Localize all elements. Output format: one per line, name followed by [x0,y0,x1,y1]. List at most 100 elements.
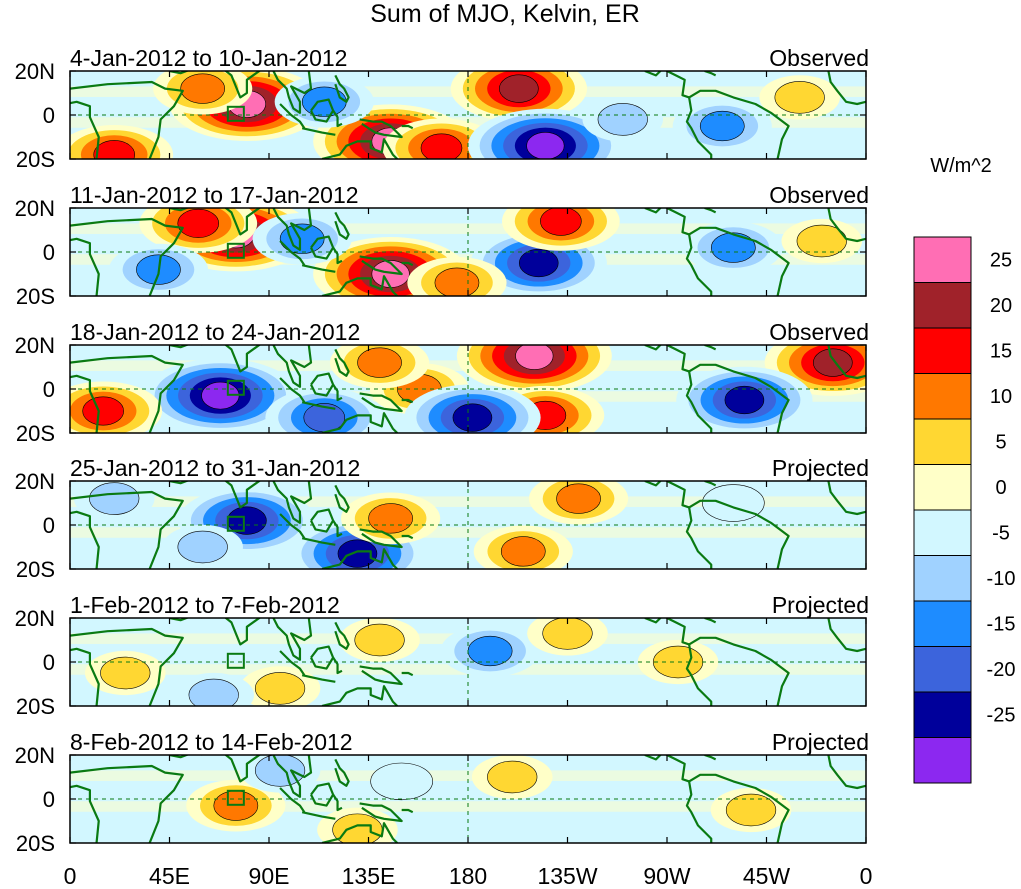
coastline [827,755,866,790]
coastline [70,217,184,296]
panel-status: Projected [772,729,869,755]
coastline [70,784,100,843]
coastline [334,211,350,240]
coastline [224,208,313,251]
y-tick-label: 20N [15,469,55,494]
coastline [827,345,866,380]
contour-positive-level-3 [500,536,546,567]
region-box [226,515,245,532]
x-tick-label: 135E [342,863,396,889]
coastline [169,755,203,759]
region-box [226,789,245,806]
y-tick-label: 20S [16,421,55,446]
coastline [301,811,336,820]
colorbar-swatch [913,691,972,738]
coastline [401,808,414,814]
contour-negative-level-3 [467,635,513,667]
contour-positive-level-4 [93,140,136,159]
panel-status: Observed [769,182,869,208]
colorbar-swatch [913,555,972,602]
coastline [332,246,343,265]
coastline [70,764,184,843]
coastline [301,264,336,273]
y-tick-label: 20N [15,743,55,768]
coastline [334,484,350,513]
coastline [301,401,336,410]
coastline [70,490,184,569]
x-tick-label: 90W [643,863,691,889]
colorbar-tick-label: 25 [990,250,1012,272]
background-band [70,223,866,234]
panel-status: Observed [769,45,869,71]
contour-negative-level-5 [518,248,559,278]
colorbar-tick-label: 0 [995,477,1006,499]
x-tick-label: 180 [449,863,487,889]
coastline [827,481,866,516]
coastline [332,793,343,812]
coastline [401,124,414,130]
y-tick-label: 0 [43,513,55,538]
panel-5: 1-Feb-2012 to 7-Feb-2012 Projected 20N 0 20S [15,592,869,719]
x-axis: 0 45E 90E 135E 180 135W 90W 45W 0 [64,863,873,889]
contour-positive-level-2 [725,793,777,827]
coastline [644,755,690,783]
x-tick-label: 135W [537,863,597,889]
coastline [224,345,313,388]
contour-negative-level-1 [702,484,765,522]
colorbar-tick-label: -15 [987,614,1016,636]
coastline [70,374,100,433]
region-box [226,242,245,259]
y-tick-label: 0 [43,787,55,812]
region-box [226,379,245,396]
coastline [827,71,866,106]
coastline [685,781,713,843]
panel-date-range: 1-Feb-2012 to 7-Feb-2012 [70,592,340,618]
colorbar-swatch [913,464,972,511]
region-box [226,105,245,122]
coastline [685,234,713,296]
coastline [70,237,100,296]
coastline [644,481,690,509]
coastline [279,103,306,129]
colorbar-swatch [913,327,972,374]
coastline [827,208,866,243]
contour-positive-level-4 [540,208,582,236]
coastline [359,118,403,139]
y-tick-label: 20S [16,831,55,856]
contour-negative-level-3 [301,86,347,117]
colorbar-tick-label: 15 [990,341,1012,363]
contour-positive-level-2 [100,656,151,690]
coastline [688,226,790,296]
coastline [321,548,399,569]
coastline [334,621,350,650]
contour-positive-level-3 [556,483,601,514]
coastline [401,261,414,267]
coastline [70,647,100,706]
coastline [279,513,306,539]
contour-negative-level-2 [597,103,648,136]
panel-2: 11-Jan-2012 to 17-Jan-2012 Observed 20N 0 20… [15,182,869,309]
background-band [70,770,866,781]
y-tick-label: 0 [43,240,55,265]
panel-date-range: 18-Jan-2012 to 24-Jan-2012 [70,319,360,345]
anomaly-field [70,71,866,159]
chart-title: Sum of MJO, Kelvin, ER [370,0,640,28]
contour-positive-level-3 [368,503,413,534]
contour-positive-level-5 [499,74,539,103]
coastline [359,802,403,823]
coastline [169,71,203,75]
panel-status: Projected [772,592,869,618]
coastline [685,371,713,433]
contour-positive-level-2 [354,623,405,657]
contour-negative-level-5 [452,403,493,432]
coastline [169,481,203,485]
anomaly-field [70,481,866,569]
contour-positive-level-3 [357,347,402,378]
coastline [169,618,203,622]
y-tick-label: 20N [15,333,55,358]
y-tick-label: 0 [43,650,55,675]
coastline [301,537,336,546]
coastline [685,507,713,569]
contour-positive-level-2 [774,81,825,114]
coastline [321,412,399,433]
